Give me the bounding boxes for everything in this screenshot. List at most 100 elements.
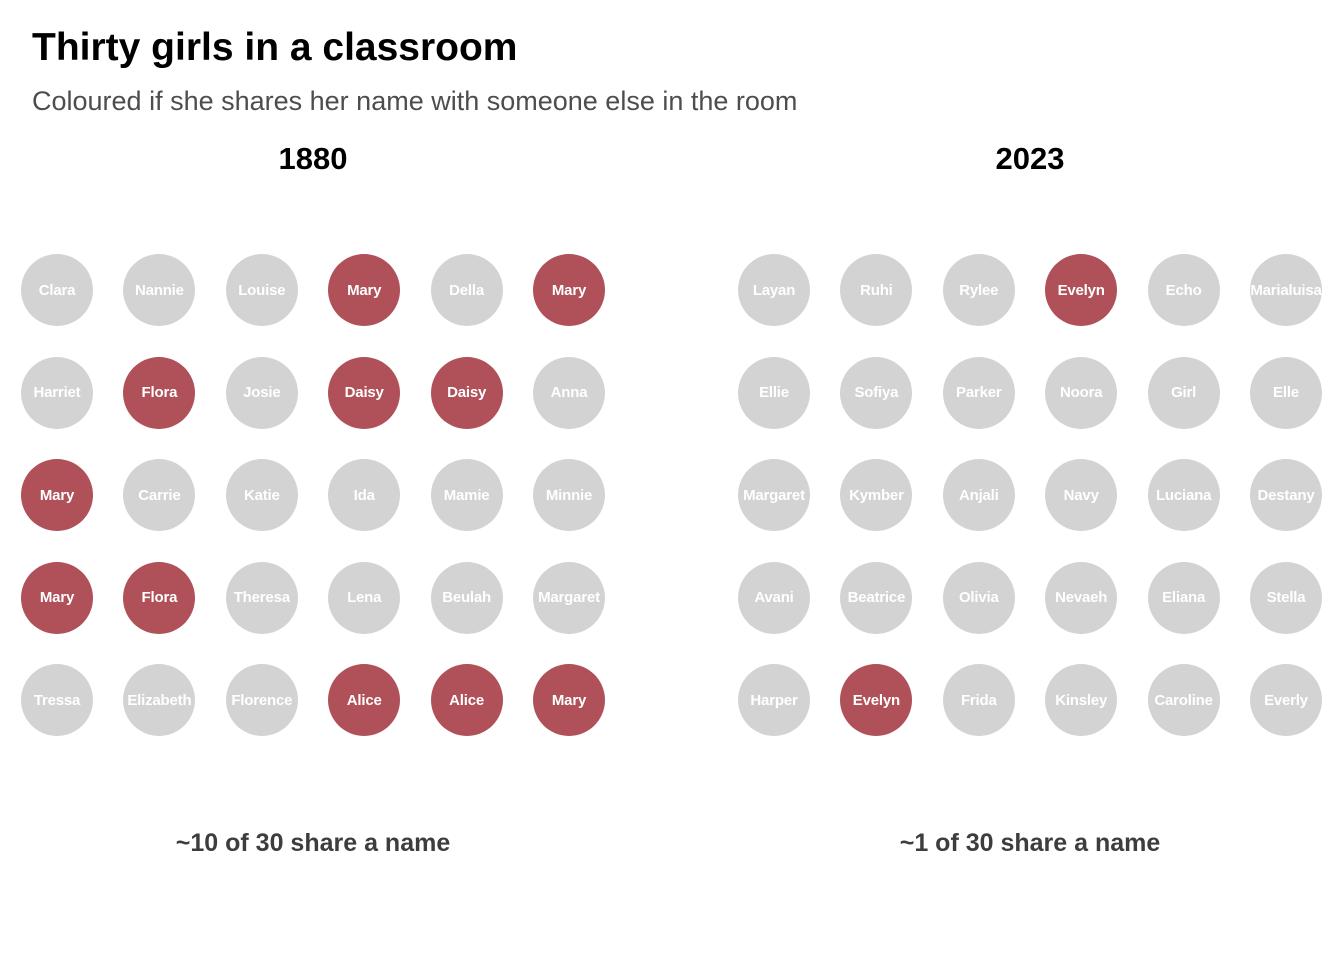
name-circle-1880-6: Mary bbox=[533, 254, 605, 326]
name-circle-2023-8: Sofiya bbox=[840, 356, 913, 429]
name-label: Louise bbox=[238, 281, 286, 299]
name-circle-1880-8: Flora bbox=[123, 356, 196, 429]
name-label: Elle bbox=[1273, 384, 1299, 401]
name-label: Ellie bbox=[759, 384, 789, 401]
name-circle-1880-10: Daisy bbox=[328, 356, 401, 429]
name-label: Margaret bbox=[743, 486, 805, 504]
name-label: Della bbox=[449, 281, 485, 299]
name-label: Harper bbox=[750, 691, 798, 709]
name-label: Sofiya bbox=[854, 384, 899, 401]
name-circle-1880-5: Della bbox=[430, 254, 503, 326]
name-circle-1880-18: Minnie bbox=[533, 459, 605, 531]
name-label: Luciana bbox=[1155, 486, 1212, 504]
name-label: Alice bbox=[346, 691, 382, 709]
name-circle-1880-16: Ida bbox=[328, 459, 401, 531]
name-label: Caroline bbox=[1154, 691, 1213, 709]
name-label: Florence bbox=[231, 691, 293, 709]
name-circle-2023-10: Noora bbox=[1045, 356, 1118, 429]
name-circle-1880-24: Margaret bbox=[533, 561, 605, 634]
name-circle-1880-28: Alice bbox=[328, 664, 401, 736]
name-circle-1880-20: Flora bbox=[123, 561, 196, 634]
name-circle-2023-26: Evelyn bbox=[840, 664, 913, 736]
name-circle-1880-11: Daisy bbox=[430, 356, 503, 429]
name-circle-1880-4: Mary bbox=[328, 254, 401, 326]
name-circle-1880-9: Josie bbox=[225, 356, 298, 429]
name-label: Mary bbox=[347, 281, 382, 299]
name-label: Mary bbox=[551, 281, 587, 299]
name-label: Anna bbox=[550, 384, 588, 401]
name-circle-1880-12: Anna bbox=[533, 356, 605, 429]
name-label: Daisy bbox=[344, 384, 384, 401]
name-circle-2023-12: Elle bbox=[1250, 356, 1322, 429]
name-label: Olivia bbox=[958, 589, 999, 606]
name-circle-2023-21: Olivia bbox=[942, 561, 1015, 634]
name-circle-1880-17: Mamie bbox=[430, 459, 503, 531]
name-circle-1880-19: Mary bbox=[21, 561, 93, 634]
name-circle-1880-29: Alice bbox=[430, 664, 503, 736]
name-circle-1880-25: Tressa bbox=[21, 664, 93, 736]
panel-title-2023: 2023 bbox=[995, 141, 1065, 176]
name-label: Clara bbox=[38, 281, 76, 299]
chart-subtitle: Coloured if she shares her name with som… bbox=[32, 86, 798, 116]
name-circle-2023-13: Margaret bbox=[738, 459, 810, 531]
name-label: Josie bbox=[243, 384, 281, 401]
name-label: Mary bbox=[551, 691, 587, 709]
name-circle-2023-24: Stella bbox=[1250, 561, 1322, 634]
name-label: Noora bbox=[1060, 384, 1103, 401]
name-label: Beatrice bbox=[847, 589, 906, 606]
name-label: Flora bbox=[141, 589, 178, 606]
chart-title: Thirty girls in a classroom bbox=[32, 26, 518, 69]
name-circle-1880-14: Carrie bbox=[123, 459, 196, 531]
name-label: Rylee bbox=[959, 281, 999, 299]
name-label: Evelyn bbox=[852, 691, 900, 709]
name-label: Harriet bbox=[33, 384, 81, 401]
name-label: Theresa bbox=[233, 589, 290, 606]
name-label: Avani bbox=[754, 589, 794, 606]
name-label: Kinsley bbox=[1055, 691, 1108, 709]
name-label: Lena bbox=[347, 589, 382, 606]
name-circle-2023-16: Navy bbox=[1045, 459, 1118, 531]
name-label: Echo bbox=[1165, 281, 1202, 299]
name-label: Layan bbox=[752, 281, 796, 299]
name-circle-2023-9: Parker bbox=[942, 356, 1015, 429]
name-circle-1880-22: Lena bbox=[328, 561, 401, 634]
name-circle-2023-6: Marialuisa bbox=[1250, 254, 1322, 326]
name-circle-1880-23: Beulah bbox=[430, 561, 503, 634]
name-circle-2023-23: Eliana bbox=[1147, 561, 1220, 634]
name-circle-1880-2: Nannie bbox=[123, 254, 196, 326]
name-circle-2023-1: Layan bbox=[738, 254, 810, 326]
name-circle-1880-13: Mary bbox=[21, 459, 93, 531]
name-label: Mary bbox=[39, 589, 75, 606]
name-label: Alice bbox=[449, 691, 485, 709]
name-circle-2023-30: Everly bbox=[1250, 664, 1322, 736]
name-circle-2023-25: Harper bbox=[738, 664, 810, 736]
name-label: Destany bbox=[1257, 486, 1315, 504]
name-label: Katie bbox=[243, 486, 280, 504]
name-label: Navy bbox=[1063, 486, 1099, 504]
name-circle-2023-18: Destany bbox=[1250, 459, 1322, 531]
name-circle-2023-15: Anjali bbox=[942, 459, 1015, 531]
name-label: Girl bbox=[1171, 384, 1197, 401]
name-circle-2023-27: Frida bbox=[942, 664, 1015, 736]
name-circle-1880-7: Harriet bbox=[21, 356, 93, 429]
name-label: Mary bbox=[39, 486, 75, 504]
name-circle-2023-3: Rylee bbox=[942, 254, 1015, 326]
panel-caption-1880: ~10 of 30 share a name bbox=[175, 829, 451, 857]
name-label: Parker bbox=[956, 384, 1002, 401]
name-circle-1880-3: Louise bbox=[225, 254, 298, 326]
name-label: Mamie bbox=[443, 486, 490, 504]
name-circle-1880-30: Mary bbox=[533, 664, 605, 736]
name-circle-2023-14: Kymber bbox=[840, 459, 913, 531]
name-label: Elizabeth bbox=[127, 691, 192, 709]
panel-title-1880: 1880 bbox=[278, 141, 348, 176]
name-circle-1880-1: Clara bbox=[21, 254, 93, 326]
name-label: Tressa bbox=[33, 691, 81, 709]
name-circle-2023-29: Caroline bbox=[1147, 664, 1220, 736]
name-circle-1880-21: Theresa bbox=[225, 561, 298, 634]
name-label: Frida bbox=[960, 691, 997, 709]
name-circle-2023-5: Echo bbox=[1147, 254, 1220, 326]
name-label: Anjali bbox=[958, 486, 999, 504]
name-label: Margaret bbox=[538, 589, 600, 606]
name-circle-2023-22: Nevaeh bbox=[1045, 561, 1118, 634]
name-label: Beulah bbox=[442, 589, 491, 606]
